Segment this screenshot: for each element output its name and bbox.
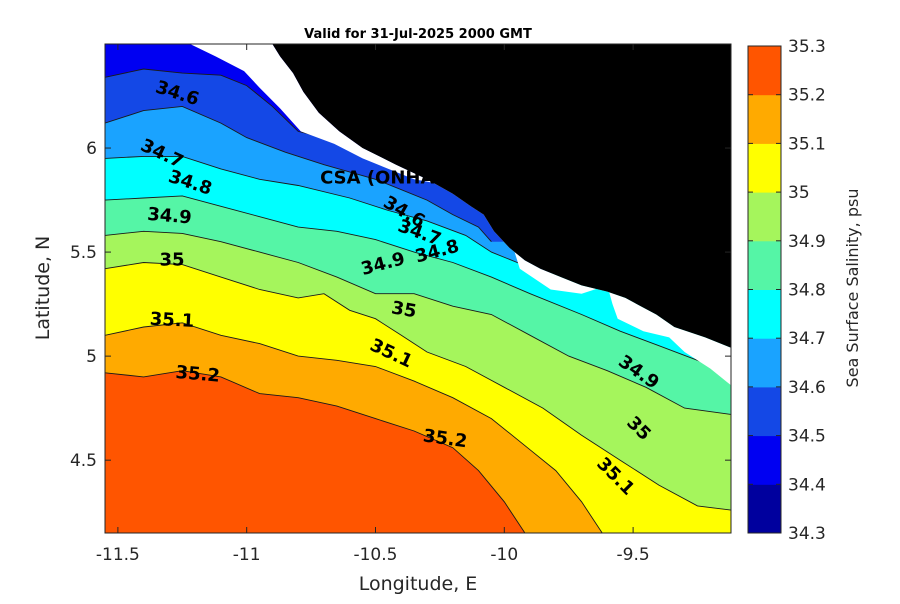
colorbar-swatch — [748, 94, 781, 144]
contour-line — [105, 230, 731, 415]
plot-frame — [104, 43, 732, 534]
colorbar-swatch — [748, 386, 781, 437]
x-tick-label: -9.5 — [617, 545, 650, 565]
colorbar-swatch — [748, 435, 781, 485]
colorbar-swatch — [748, 143, 781, 193]
colorbar-tick-label: 35.1 — [788, 134, 826, 154]
colorbar-tick-label: 34.3 — [788, 524, 826, 544]
colorbar-swatch — [748, 240, 781, 290]
land-mask — [272, 44, 731, 348]
colorbar-tick-label: 35.2 — [788, 86, 826, 106]
colorbar: 34.3 34.4 34.5 34.6 34.7 34.8 34.9 35 35.1 35.2 35… — [747, 37, 826, 544]
axes: -11.5 -11 -10.5 -10 -9.5 4.5 5 5.5 6 — [70, 44, 731, 565]
x-tick-label: -11 — [233, 545, 261, 565]
colorbar-swatch — [748, 289, 781, 339]
contour-label: 35 — [390, 297, 418, 322]
y-tick-label: 4.5 — [70, 451, 97, 471]
contour-label: 35 — [159, 249, 184, 270]
x-tick-label: -10.5 — [353, 545, 397, 565]
colorbar-tick-label: 34.6 — [788, 378, 826, 398]
station-label: CSA (ONHAM) PPL ED — [320, 168, 538, 189]
colorbar-tick-label: 34.8 — [788, 281, 826, 301]
y-tick-label: 6 — [86, 139, 97, 159]
x-tick-label: -11.5 — [96, 545, 140, 565]
contour-label: 35.1 — [149, 309, 194, 332]
colorbar-tick-label: 35 — [788, 183, 810, 203]
salinity-band-fill — [105, 370, 731, 533]
contour-line — [105, 195, 731, 374]
map-title: Valid for 31-Jul-2025 2000 GMT — [304, 27, 532, 42]
colorbar-swatch — [748, 192, 781, 242]
contour-line — [105, 322, 603, 533]
y-tick-label: 5.5 — [70, 243, 97, 263]
contour-line — [105, 155, 544, 274]
y-tick-label: 5 — [86, 347, 97, 367]
colorbar-label: Sea Surface Salinity, psu — [843, 189, 862, 388]
contour-label: 34.9 — [146, 204, 192, 229]
colorbar-swatch — [748, 484, 781, 534]
colorbar-tick-label: 34.5 — [788, 427, 826, 447]
x-tick-label: -10 — [490, 545, 518, 565]
contour-line — [105, 370, 526, 533]
plot-area: 34.634.734.834.93535.135.234.634.734.834… — [105, 44, 731, 533]
colorbar-tick-label: 34.4 — [788, 475, 826, 495]
contour-line — [105, 105, 492, 242]
colorbar-tick-label: 34.9 — [788, 232, 826, 252]
colorbar-tick-label: 35.3 — [788, 37, 826, 57]
contour-label: 35.2 — [175, 362, 221, 387]
colorbar-swatch — [748, 46, 781, 96]
x-axis-label: Longitude, E — [359, 573, 478, 595]
contour-line — [105, 262, 731, 511]
y-axis-label: Latitude, N — [32, 236, 54, 341]
station-star-icon — [419, 151, 445, 176]
colorbar-swatch — [748, 338, 781, 388]
colorbar-tick-label: 34.7 — [788, 329, 826, 349]
